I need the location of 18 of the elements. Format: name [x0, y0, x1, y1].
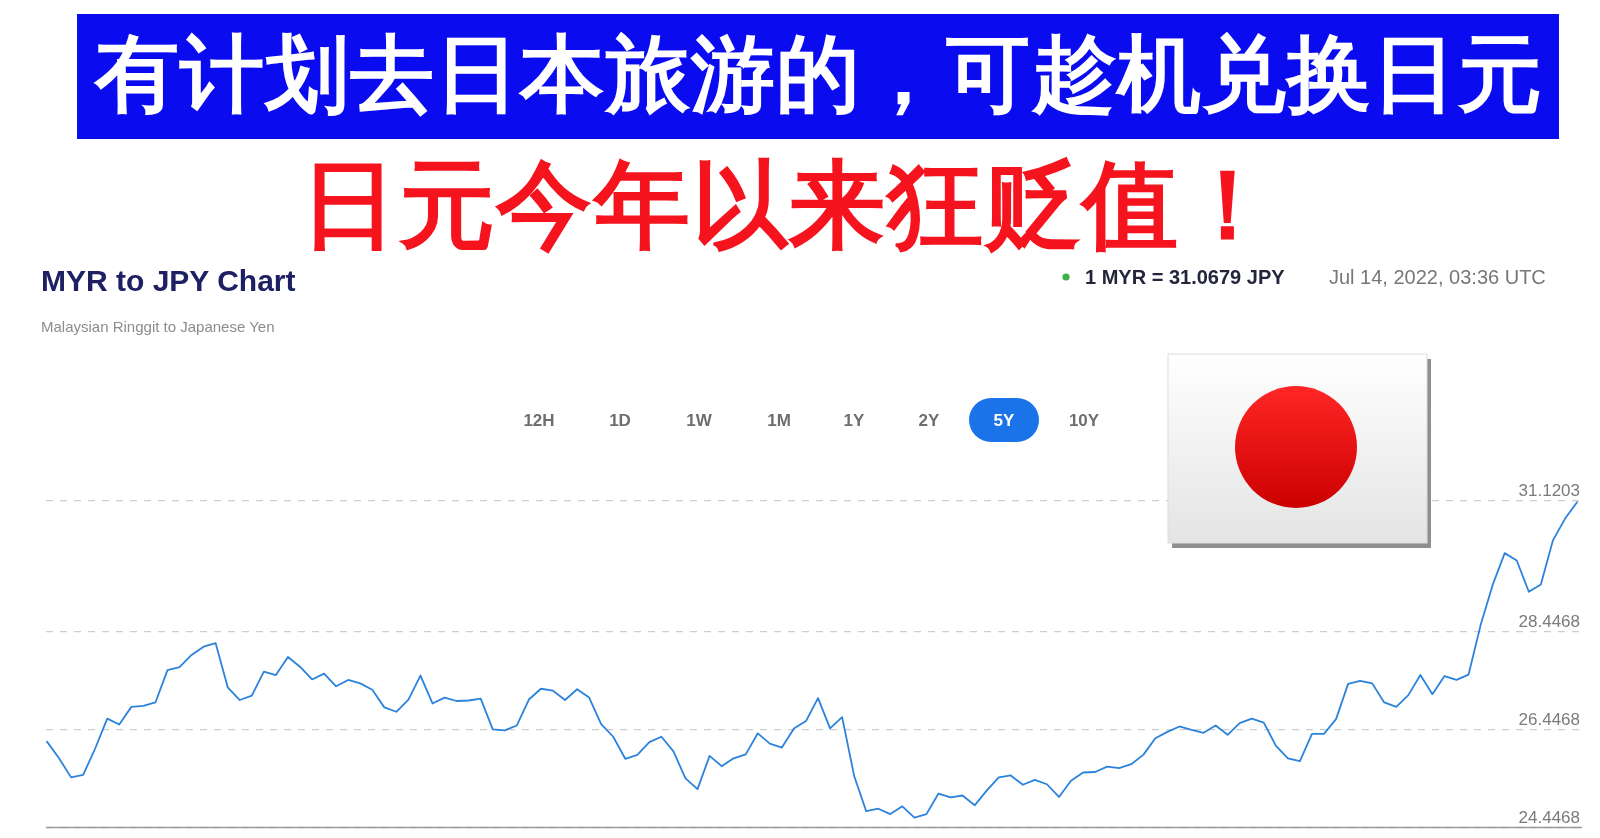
annotation: 5Y: [969, 398, 1039, 442]
annotation: 1W: [686, 411, 712, 430]
y-tick-label: 31.1203: [1518, 480, 1580, 500]
y-tick-label: 24.4468: [1518, 807, 1580, 827]
annotation: 1 MYR = 31.0679 JPY: [1085, 266, 1285, 288]
chart-subtitle: Malaysian Ringgit to Japanese Yen: [41, 318, 275, 335]
annotation: Jul 14, 2022, 03:36 UTC: [1329, 266, 1546, 288]
annotation: 2Y: [918, 411, 940, 430]
y-tick-label: 28.4468: [1518, 611, 1580, 631]
annotation: 10Y: [1068, 411, 1100, 430]
chart-title: MYR to JPY Chart: [41, 264, 296, 297]
annotation: 12H: [523, 411, 555, 430]
annotation: 1M: [767, 411, 791, 430]
annotation: 日元今年以来狂贬值！: [301, 149, 1276, 261]
annotation: 1D: [609, 411, 631, 430]
annotation: 有计划去日本旅游的，可趁机兑换日元: [77, 14, 1559, 139]
annotation: 1Y: [843, 411, 865, 430]
y-tick-label: 26.4468: [1518, 709, 1580, 729]
